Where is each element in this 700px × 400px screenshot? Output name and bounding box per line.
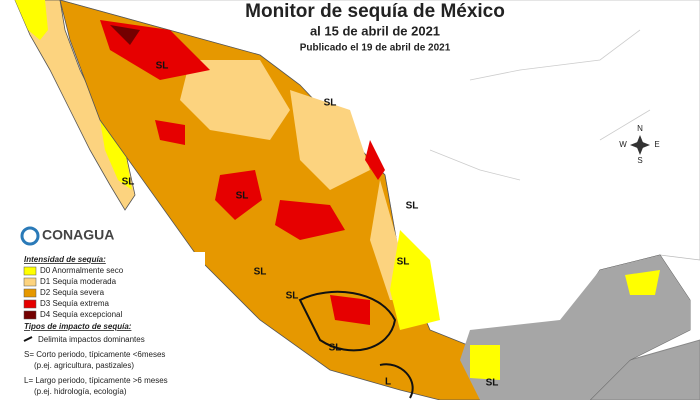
published: Publicado el 19 de abril de 2021 bbox=[300, 43, 451, 54]
d0-area bbox=[470, 345, 500, 380]
impact-boundary bbox=[298, 290, 397, 352]
impact-line: (p.ej. agricultura, pastizales) bbox=[34, 361, 134, 370]
impact-symbol bbox=[23, 336, 33, 342]
region-label: SL bbox=[156, 61, 169, 72]
region-label: SL bbox=[236, 191, 249, 202]
legend-swatch bbox=[23, 288, 37, 298]
region-label: SL bbox=[286, 291, 299, 302]
d3-area bbox=[330, 295, 370, 325]
d0-area bbox=[390, 230, 440, 330]
logo-icon bbox=[20, 226, 40, 246]
region-label: L bbox=[385, 377, 391, 388]
compass-label: W bbox=[619, 140, 627, 149]
d4-area bbox=[110, 25, 140, 45]
region-label: SL bbox=[324, 98, 337, 109]
region-label: SL bbox=[122, 177, 135, 188]
legend-title: Tipos de impacto de sequía: bbox=[24, 322, 132, 331]
legend-swatch bbox=[23, 310, 37, 320]
region-label: SL bbox=[254, 267, 267, 278]
d3-area bbox=[155, 120, 185, 145]
d1-area bbox=[290, 90, 370, 190]
compass-rose bbox=[630, 141, 650, 149]
legend-label: D4 Sequía excepcional bbox=[40, 310, 123, 319]
legend-swatch bbox=[23, 277, 37, 287]
d0-area bbox=[625, 270, 660, 295]
region-label: SL bbox=[329, 343, 342, 354]
d1-area bbox=[180, 60, 290, 140]
compass-label: N bbox=[637, 124, 643, 133]
legend-label: D3 Sequía extrema bbox=[40, 299, 109, 308]
impact-line: L= Largo periodo, típicamente >6 meses bbox=[24, 376, 168, 385]
d0-area bbox=[15, 0, 48, 40]
subtitle: al 15 de abril de 2021 bbox=[310, 23, 440, 38]
legend-label: D0 Anormalmente seco bbox=[40, 266, 124, 275]
legend-title: Intensidad de sequía: bbox=[24, 255, 106, 264]
legend-swatch bbox=[23, 266, 37, 276]
impact-line: S= Corto periodo, típicamente <6meses bbox=[24, 350, 165, 359]
legend-label: D1 Sequía moderada bbox=[40, 277, 117, 286]
region-label: SL bbox=[406, 201, 419, 212]
baja-california bbox=[14, 0, 136, 211]
region-label: SL bbox=[397, 257, 410, 268]
title: Monitor de sequía de México bbox=[245, 1, 505, 22]
compass-label: S bbox=[637, 156, 642, 165]
impact-line: Delimita impactos dominantes bbox=[38, 335, 145, 344]
state-borders bbox=[429, 29, 651, 181]
impact-line: (p.ej. hidrología, ecología) bbox=[34, 387, 127, 396]
d0-area bbox=[100, 120, 132, 190]
legend-label: D2 Sequía severa bbox=[40, 288, 105, 297]
d3-area bbox=[215, 170, 262, 220]
d3-area bbox=[365, 140, 385, 180]
region-label: SL bbox=[486, 378, 499, 389]
d3-area bbox=[275, 200, 345, 240]
compass-label: E bbox=[654, 140, 659, 149]
legend-swatch bbox=[23, 299, 37, 309]
impact-boundary bbox=[379, 363, 414, 399]
logo: CONAGUA bbox=[42, 227, 114, 243]
legend-box bbox=[20, 252, 205, 400]
